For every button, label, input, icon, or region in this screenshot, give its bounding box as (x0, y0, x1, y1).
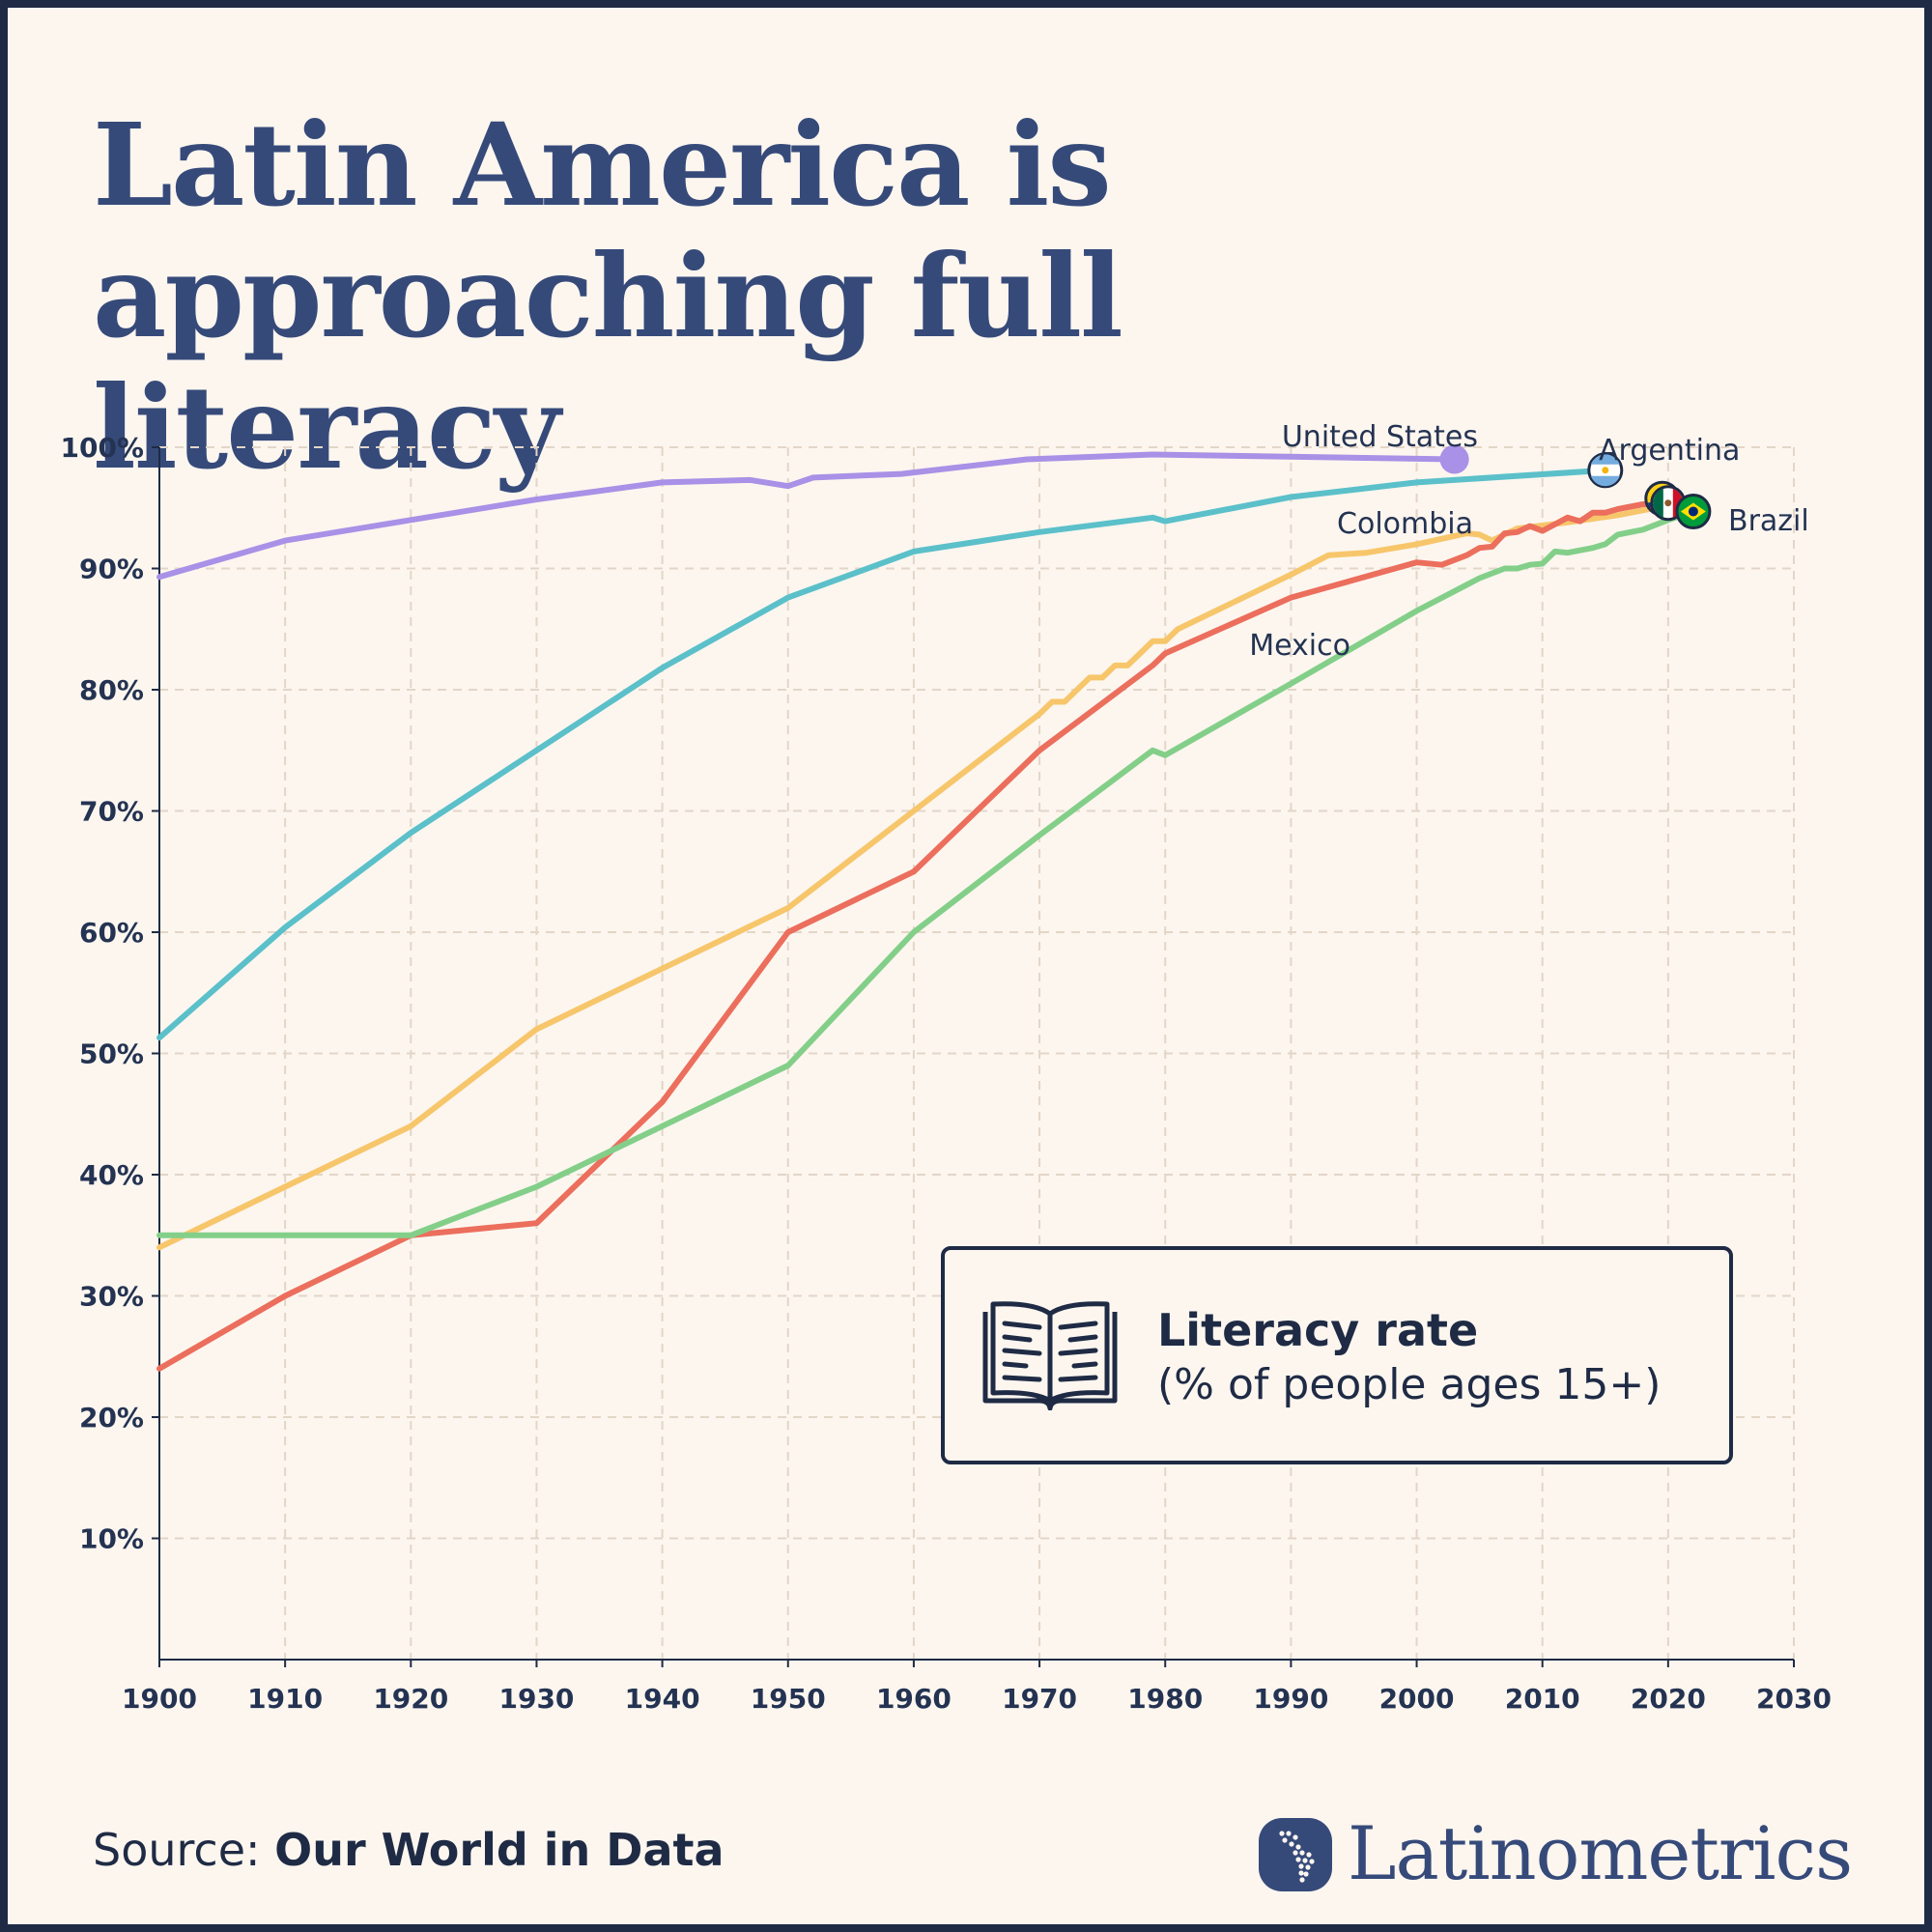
chart-end-markers (1439, 444, 1712, 529)
y-tick-label: 100% (60, 432, 144, 464)
series-label-mexico: Mexico (1249, 629, 1350, 663)
series-line-brazil (156, 508, 1696, 1238)
series-line-colombia (156, 502, 1671, 1251)
y-tick-label: 60% (79, 917, 144, 949)
infographic-card: Latin America is approaching full litera… (8, 8, 1924, 1924)
latin-america-map-icon (1259, 1818, 1332, 1891)
series-line-united-states (156, 451, 1458, 581)
x-tick-label: 1970 (1002, 1683, 1077, 1715)
chart-gridlines (159, 446, 1795, 1660)
series-line-argentina (156, 467, 1608, 1041)
y-tick-label: 30% (79, 1281, 144, 1313)
y-tick-label: 40% (79, 1159, 144, 1191)
page-title: Latin America is approaching full litera… (93, 99, 1542, 494)
legend-title: Literacy rate (1157, 1304, 1479, 1356)
x-tick-label: 1940 (625, 1683, 700, 1715)
x-tick-label: 2030 (1756, 1683, 1832, 1715)
x-tick-label: 1900 (122, 1683, 197, 1715)
y-tick-label: 50% (79, 1038, 144, 1070)
title-line-1: Latin America is (93, 98, 1112, 232)
x-tick-label: 2020 (1631, 1683, 1706, 1715)
series-label-argentina: Argentina (1599, 434, 1740, 468)
x-tick-label: 1920 (373, 1683, 448, 1715)
legend-box: Literacy rate (% of people ages 15+) (941, 1246, 1733, 1464)
literacy-line-chart: 1900 1910 1920 1930 1940 1950 1960 1970 1980 1990… (60, 420, 1831, 1715)
chart-series (156, 451, 1696, 1372)
y-tick-label: 10% (79, 1523, 144, 1555)
source-name: Our World in Data (274, 1824, 724, 1876)
x-tick-label: 2010 (1505, 1683, 1580, 1715)
chart-series-labels: United States Argentina Colombia Mexico Braz… (1249, 420, 1808, 663)
series-line-mexico (156, 499, 1671, 1372)
chart-tick-labels: 1900 1910 1920 1930 1940 1950 1960 1970 1980 1990… (60, 432, 1831, 1715)
y-tick-label: 90% (79, 554, 144, 585)
end-marker-brazil (1675, 494, 1712, 529)
x-tick-label: 1910 (247, 1683, 323, 1715)
x-tick-label: 1950 (751, 1683, 826, 1715)
x-tick-label: 1990 (1253, 1683, 1328, 1715)
end-marker-argentina (1587, 452, 1624, 489)
y-tick-label: 80% (79, 674, 144, 706)
chart-axes (158, 447, 1794, 1661)
x-tick-label: 1960 (876, 1683, 952, 1715)
legend-subtitle: (% of people ages 15+) (1157, 1360, 1662, 1409)
title-line-2: approaching full literacy (93, 229, 1123, 495)
series-label-brazil: Brazil (1728, 504, 1809, 538)
y-tick-label: 20% (79, 1402, 144, 1434)
series-label-colombia: Colombia (1337, 507, 1473, 541)
end-marker-united-states (1439, 444, 1469, 474)
open-book-icon (982, 1301, 1118, 1410)
y-tick-label: 70% (79, 796, 144, 828)
brand-name: Latinometrics (1348, 1810, 1853, 1896)
series-label-united-states: United States (1282, 420, 1478, 454)
x-tick-label: 1930 (498, 1683, 574, 1715)
x-tick-label: 2000 (1379, 1683, 1455, 1715)
x-tick-label: 1980 (1127, 1683, 1203, 1715)
source-credit: Source: Our World in Data (93, 1824, 724, 1876)
source-prefix: Source: (93, 1824, 275, 1876)
